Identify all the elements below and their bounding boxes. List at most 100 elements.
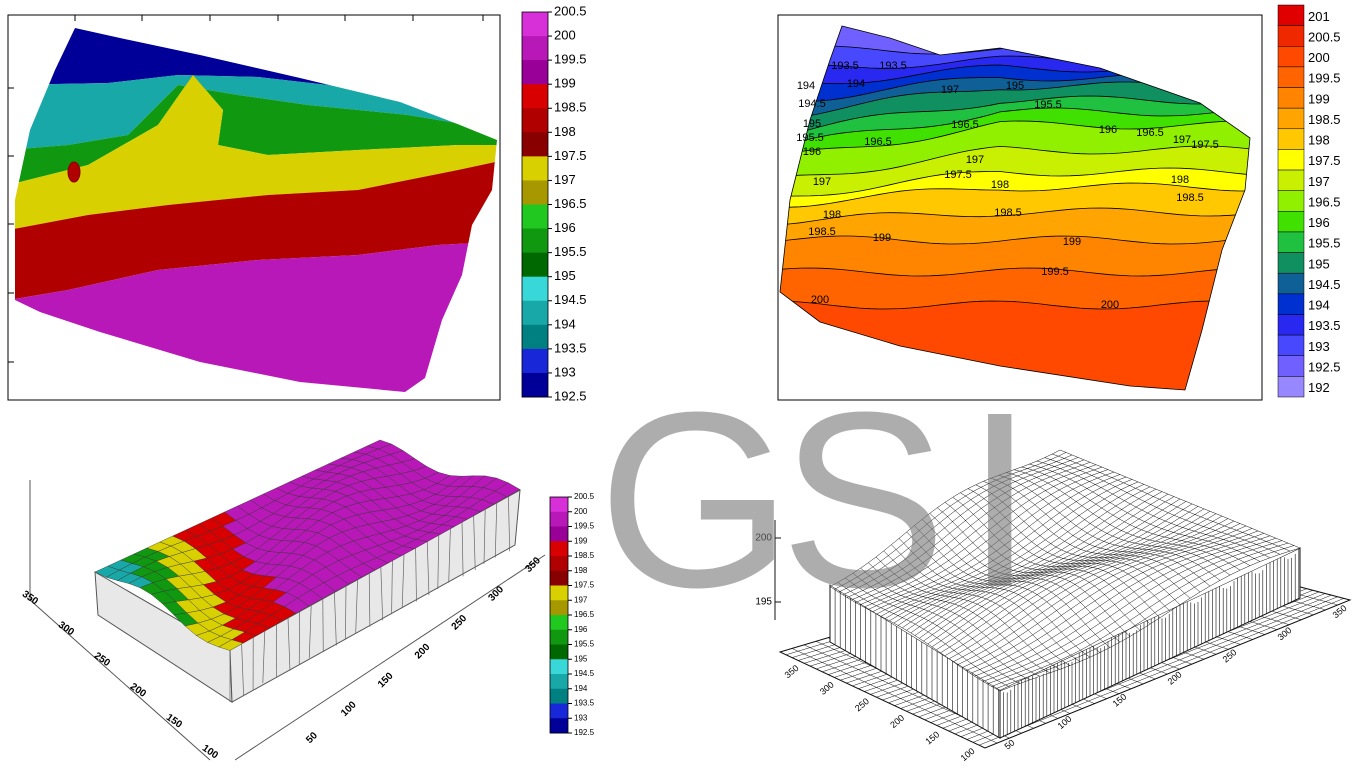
colorbar-label: 197 — [1308, 174, 1330, 189]
colorbar-band — [1278, 5, 1304, 26]
colorbar-label: 193.5 — [554, 340, 587, 355]
colorbar-band — [1278, 191, 1304, 212]
colorbar-band — [522, 84, 548, 109]
colorbar-band — [522, 301, 548, 326]
colorbar-label: 192.5 — [574, 728, 595, 737]
colorbar-label: 197 — [574, 595, 588, 604]
colorbar-band — [1278, 149, 1304, 170]
contour-label: 197 — [966, 154, 984, 166]
colorbar-label: 194 — [1308, 298, 1330, 313]
colorbar-label: 198.5 — [574, 551, 595, 560]
colorbar-band — [1278, 253, 1304, 274]
x-tick-label: 150 — [376, 670, 396, 690]
colorbar-band — [1278, 170, 1304, 191]
colorbar-label: 197.5 — [1308, 153, 1341, 168]
contour-label: 196 — [803, 146, 821, 158]
colorbar-label: 194 — [554, 316, 576, 331]
colorbar-label: 198.5 — [554, 100, 587, 115]
colorbar-band — [550, 497, 568, 512]
x-tick-label: 100 — [339, 699, 359, 719]
contour-label: 193.5 — [831, 60, 859, 72]
colorbar-label: 195.5 — [1308, 236, 1341, 251]
colorbar-label: 196 — [554, 220, 576, 235]
colorbar-label: 193 — [1308, 339, 1330, 354]
colorbar-label: 196 — [1308, 215, 1330, 230]
x-tick-label: 300 — [486, 584, 506, 604]
colorbar-band — [1278, 67, 1304, 88]
watermark: S — [780, 360, 947, 639]
contour-label: 195 — [1006, 80, 1024, 92]
colorbar-label: 199 — [1308, 91, 1330, 106]
contour-label: 197.5 — [944, 169, 972, 181]
colorbar-band — [522, 36, 548, 61]
contour-label: 198 — [823, 209, 841, 221]
colorbar-label: 200.5 — [554, 3, 587, 18]
contour-label: 198 — [991, 179, 1009, 191]
contour-label: 195.5 — [1034, 99, 1062, 111]
colorbar-band — [1278, 108, 1304, 129]
contour-label: 200 — [1101, 299, 1119, 311]
colorbar-band — [550, 645, 568, 660]
colorbar-label: 194.5 — [554, 292, 587, 307]
contour-label: 199 — [873, 232, 891, 244]
colorbar-band — [522, 156, 548, 181]
colorbar-band — [550, 541, 568, 556]
colorbar-label: 197.5 — [574, 581, 595, 590]
colorbar-band — [1278, 335, 1304, 356]
colorbar-band — [1278, 376, 1304, 397]
contour-label: 196.5 — [864, 136, 892, 148]
colorbar-label: 197 — [554, 172, 576, 187]
contour-label: 200 — [811, 294, 829, 306]
colorbar-band — [550, 615, 568, 630]
colorbar-label: 195 — [1308, 256, 1330, 271]
colorbar-label: 194.5 — [574, 669, 595, 678]
colorbar-band — [550, 659, 568, 674]
y-tick-label: 100 — [200, 743, 220, 762]
y-tick-label: 350 — [20, 589, 40, 608]
figure: 200.5 200 199.5 199 198.5 198 197.5 197 196.5 196… — [0, 0, 1356, 771]
colorbar-label: 200 — [574, 507, 588, 516]
contour-label: 196.5 — [1136, 127, 1164, 139]
colorbar-band — [550, 556, 568, 571]
contour-label: 195.5 — [796, 132, 824, 144]
colorbar-label: 200.5 — [1308, 29, 1341, 44]
contour-label: 198.5 — [1176, 192, 1204, 204]
colorbar-label: 198.5 — [1308, 112, 1341, 127]
y-tick-label: 200 — [128, 681, 148, 700]
colorbar-band — [522, 277, 548, 302]
colorbar-band — [1278, 232, 1304, 253]
colorbar-label: 199.5 — [554, 52, 587, 67]
colorbar-band — [550, 630, 568, 645]
y-tick-label: 250 — [853, 696, 871, 713]
x-tick-label: 200 — [413, 642, 433, 662]
colorbar-band — [1278, 273, 1304, 294]
y-tick-label: 150 — [164, 712, 184, 731]
colorbar-band — [550, 674, 568, 689]
contour-label: 198.5 — [994, 207, 1022, 219]
contour-label: 199.5 — [1041, 266, 1069, 278]
colorbar-label: 195 — [574, 654, 588, 663]
colorbar-band — [550, 718, 568, 733]
colorbar-label: 196.5 — [1308, 194, 1341, 209]
colorbar-label: 198 — [554, 124, 576, 139]
colorbar-label: 193.5 — [1308, 318, 1341, 333]
colorbar-label: 199 — [574, 536, 588, 545]
colorbar-band — [522, 108, 548, 133]
colorbar-band — [550, 571, 568, 586]
colorbar-label: 198 — [1308, 133, 1330, 148]
contour-label: 197.5 — [1191, 139, 1219, 151]
colorbar-band — [522, 229, 548, 254]
colorbar-label: 197.5 — [554, 148, 587, 163]
colorbar-band — [522, 60, 548, 85]
colorbar-band — [522, 253, 548, 278]
watermark: I — [965, 360, 1034, 639]
y-tick-label: 300 — [818, 679, 836, 696]
colorbar-band — [1278, 314, 1304, 335]
colorbar-label: 192 — [1308, 380, 1330, 395]
colorbar-label: 194.5 — [1308, 277, 1341, 292]
colorbar-label: 193.5 — [574, 699, 595, 708]
y-tick-label: 250 — [92, 650, 112, 669]
colorbar-label: 200 — [554, 28, 576, 43]
colorbar-band — [550, 527, 568, 542]
contour-label: 198 — [1171, 174, 1189, 186]
